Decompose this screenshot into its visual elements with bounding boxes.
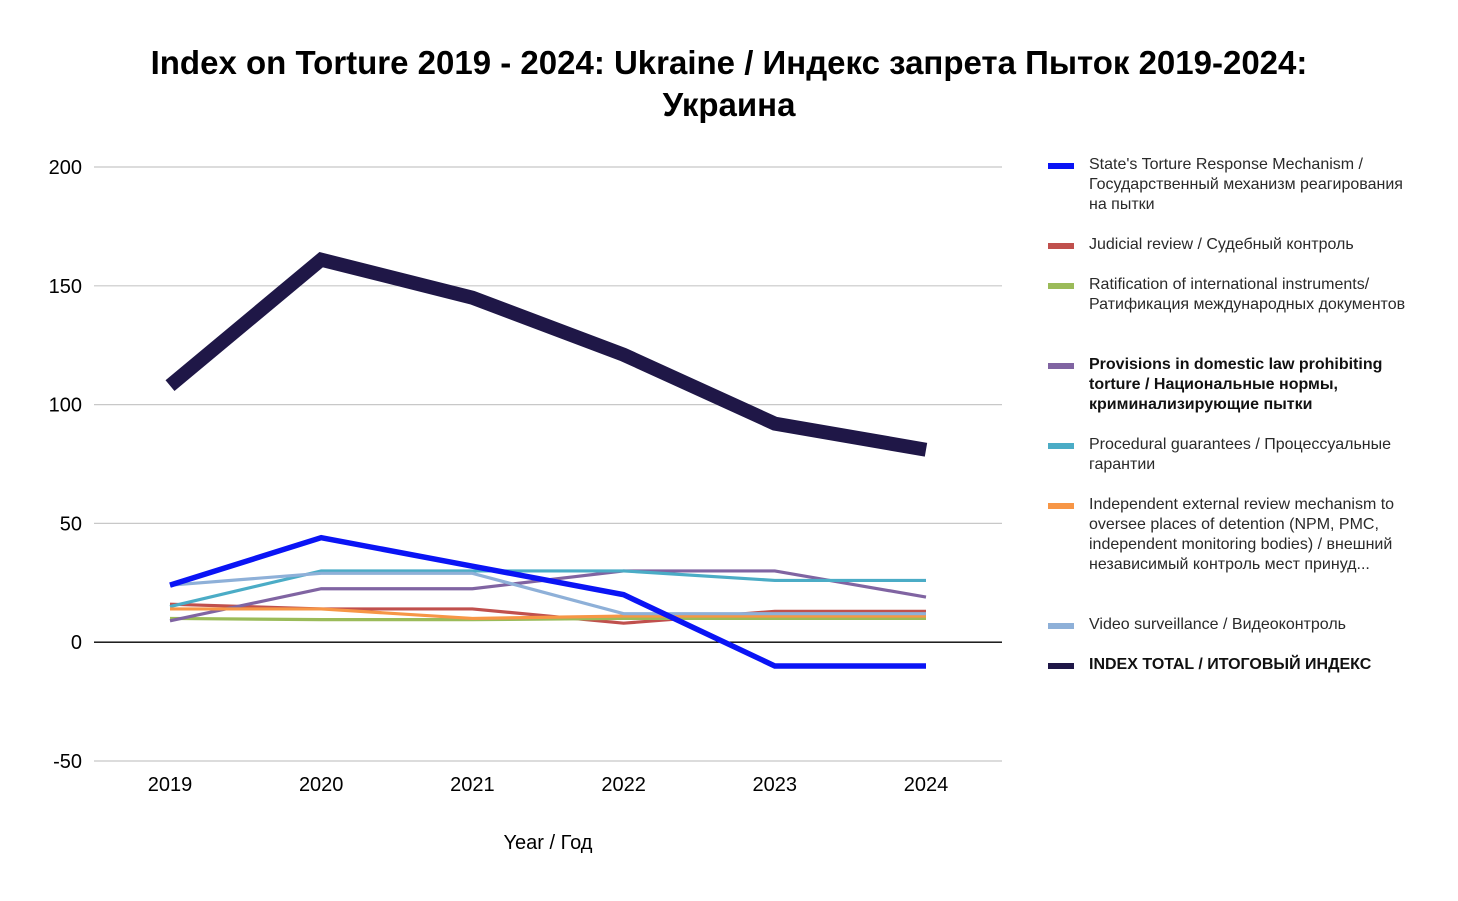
legend-swatch <box>1048 283 1074 289</box>
x-tick-label: 2021 <box>450 774 495 796</box>
legend-swatch <box>1048 163 1074 169</box>
y-tick-label: -50 <box>53 751 82 773</box>
y-tick-label: 200 <box>49 157 82 179</box>
y-tick-label: 100 <box>49 395 82 417</box>
chart-title-text: Index on Torture 2019 - 2024: Ukraine / … <box>150 44 1308 123</box>
legend-label: Ratification of international instrument… <box>1089 276 1406 313</box>
x-tick-label: 2023 <box>753 774 798 796</box>
legend-label: INDEX TOTAL / ИТОГОВЫЙ ИНДЕКС <box>1089 656 1372 673</box>
legend-label: Provisions in domestic law prohibiting t… <box>1089 356 1383 413</box>
series-line <box>169 571 926 616</box>
series-line <box>170 607 926 621</box>
x-axis-label: Year / Год <box>503 832 593 854</box>
legend-swatch <box>1048 363 1074 369</box>
legend-swatch <box>1048 623 1074 629</box>
legend-label: Independent external review mechanism to… <box>1089 496 1395 573</box>
y-tick-label: 150 <box>49 276 82 298</box>
legend-swatch <box>1048 443 1074 449</box>
series-line <box>165 252 928 457</box>
line-chart: 200 150 100 50 0 -50 2019 2020 2021 2022 2023 2024 <box>49 157 1002 796</box>
legend-label: Procedural guarantees / Процессуальные г… <box>1089 436 1392 473</box>
y-tick-label: 0 <box>71 632 82 654</box>
legend-swatch <box>1048 663 1074 669</box>
legend-label: Judicial review / Судебный контроль <box>1089 236 1354 253</box>
y-tick-label: 50 <box>60 513 82 535</box>
x-tick-label: 2024 <box>904 774 949 796</box>
legend-label: Video surveillance / Видеоконтроль <box>1089 616 1346 633</box>
x-tick-label: 2020 <box>299 774 344 796</box>
x-tick-label: 2022 <box>601 774 646 796</box>
legend-label: State's Torture Response Mechanism / Гос… <box>1089 156 1403 213</box>
legend-swatch <box>1048 243 1074 249</box>
series-line <box>169 616 926 622</box>
series-line <box>169 534 926 669</box>
legend-swatch <box>1048 503 1074 509</box>
chart-title: Index on Torture 2019 - 2024: Ukraine / … <box>0 42 1458 126</box>
x-tick-label: 2019 <box>148 774 193 796</box>
